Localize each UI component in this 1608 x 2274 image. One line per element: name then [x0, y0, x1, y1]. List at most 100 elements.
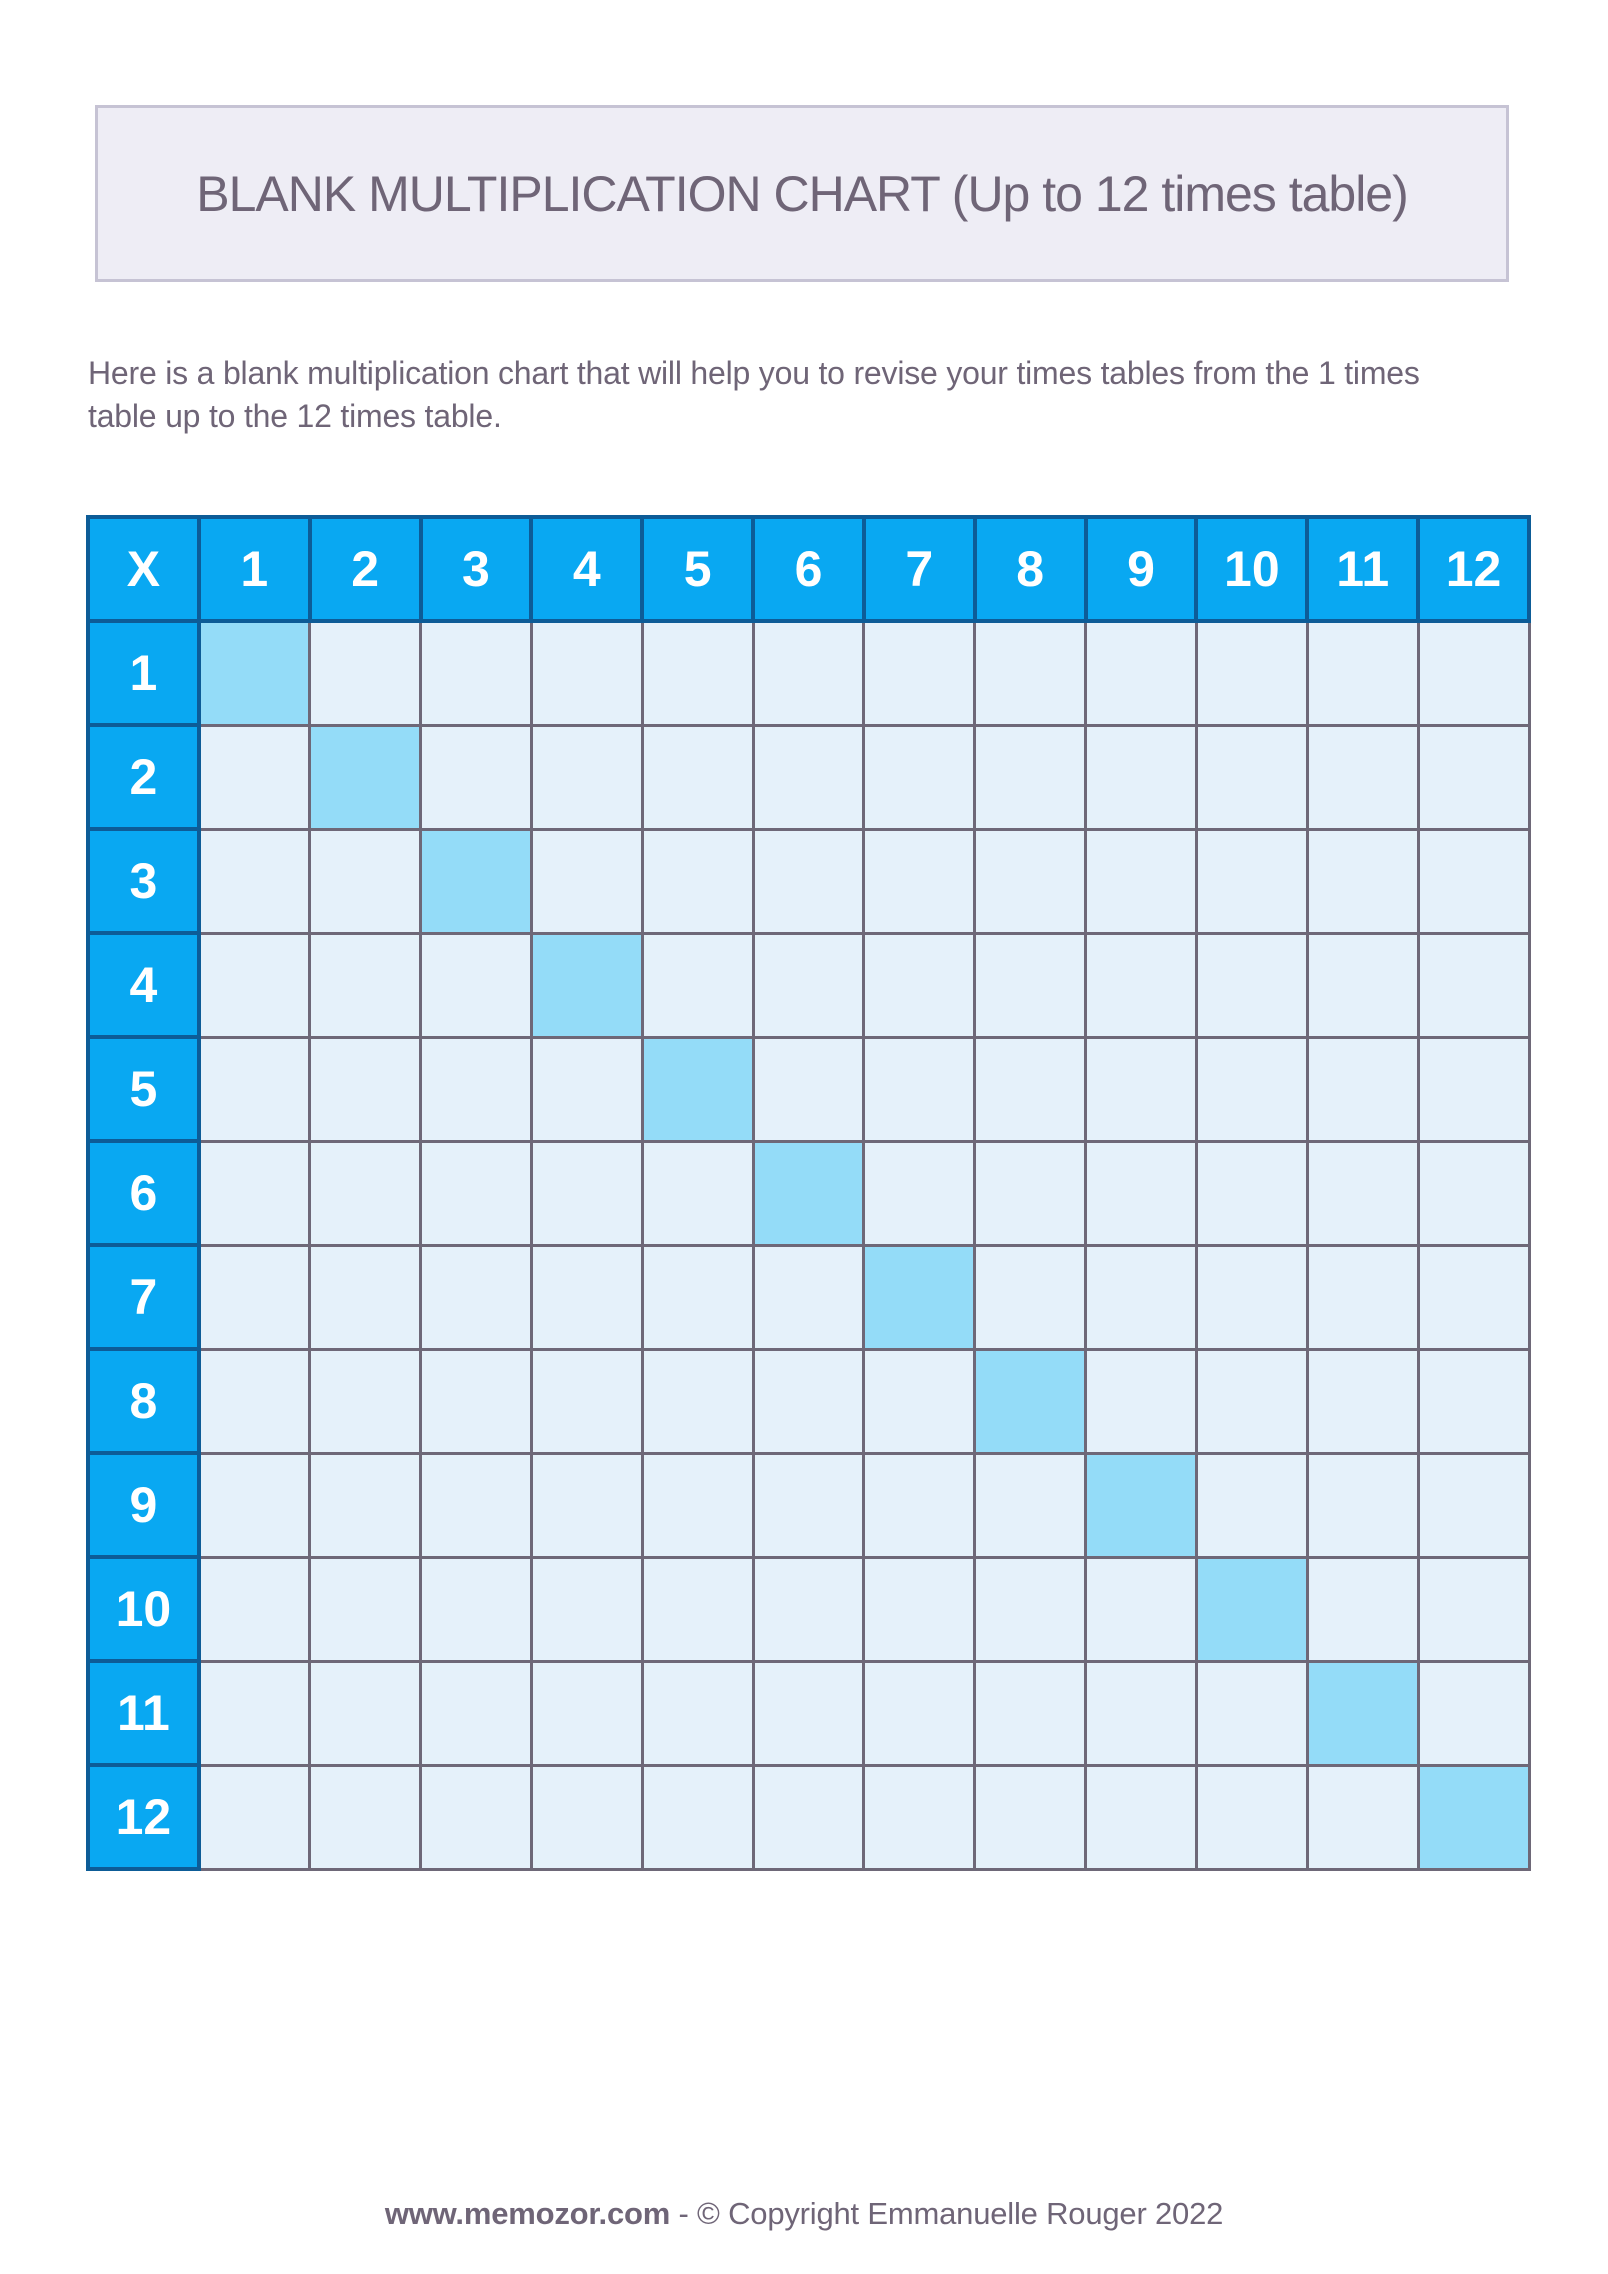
data-cell-r10-c3	[419, 1555, 533, 1663]
data-cell-r3-c2	[308, 827, 423, 935]
data-cell-r4-c8	[973, 931, 1088, 1039]
data-cell-r2-c12	[1416, 723, 1531, 831]
data-cell-r9-c10	[1194, 1451, 1309, 1559]
data-cell-r10-c4	[529, 1555, 644, 1663]
data-cell-r1-c11	[1305, 619, 1420, 727]
data-cell-r3-c9	[1084, 827, 1198, 935]
data-cell-r10-c9	[1084, 1555, 1198, 1663]
intro-line-1: Here is a blank multiplication chart tha…	[88, 355, 1420, 391]
data-cell-r11-c9	[1084, 1659, 1198, 1767]
data-cell-r4-c7	[862, 931, 977, 1039]
data-cell-r11-c12	[1416, 1659, 1531, 1767]
data-cell-r5-c2	[308, 1035, 423, 1143]
data-cell-r5-c1	[197, 1035, 312, 1143]
diagonal-cell-2	[308, 723, 423, 831]
row-header-cell-6: 6	[86, 1139, 201, 1247]
diagonal-cell-6	[751, 1139, 866, 1247]
data-cell-r12-c3	[419, 1763, 533, 1871]
data-cell-r6-c9	[1084, 1139, 1198, 1247]
data-cell-r2-c4	[529, 723, 644, 831]
data-cell-r7-c10	[1194, 1243, 1309, 1351]
data-cell-r8-c4	[529, 1347, 644, 1455]
data-cell-r9-c4	[529, 1451, 644, 1559]
data-cell-r2-c11	[1305, 723, 1420, 831]
table-row-6: 6	[86, 1139, 1531, 1247]
column-header-cell-7: 7	[861, 515, 977, 623]
data-cell-r3-c11	[1305, 827, 1420, 935]
row-header-cell-1: 1	[86, 619, 201, 727]
data-cell-r1-c4	[529, 619, 644, 727]
footer-site-link: www.memozor.com	[384, 2196, 671, 2231]
data-cell-r1-c6	[751, 619, 866, 727]
data-cell-r2-c1	[197, 723, 312, 831]
data-cell-r9-c7	[862, 1451, 977, 1559]
data-cell-r2-c5	[640, 723, 755, 831]
data-cell-r5-c9	[1084, 1035, 1198, 1143]
data-cell-r4-c11	[1305, 931, 1420, 1039]
data-cell-r2-c6	[751, 723, 866, 831]
data-cell-r8-c3	[419, 1347, 533, 1455]
table-row-5: 5	[86, 1035, 1531, 1143]
data-cell-r7-c1	[197, 1243, 312, 1351]
data-cell-r2-c10	[1194, 723, 1309, 831]
column-header-cell-6: 6	[751, 515, 866, 623]
row-header-cell-8: 8	[86, 1347, 201, 1455]
data-cell-r4-c3	[419, 931, 533, 1039]
data-cell-r4-c10	[1194, 931, 1309, 1039]
column-header-cell-10: 10	[1194, 515, 1310, 623]
data-cell-r4-c6	[751, 931, 866, 1039]
data-cell-r3-c12	[1416, 827, 1531, 935]
page-title: BLANK MULTIPLICATION CHART (Up to 12 tim…	[196, 165, 1409, 222]
data-cell-r4-c9	[1084, 931, 1198, 1039]
data-cell-r11-c10	[1194, 1659, 1309, 1767]
data-cell-r3-c6	[751, 827, 866, 935]
row-header-cell-12: 12	[86, 1763, 201, 1871]
diagonal-cell-10	[1194, 1555, 1309, 1663]
data-cell-r6-c7	[862, 1139, 977, 1247]
table-row-9: 9	[86, 1451, 1531, 1559]
data-cell-r1-c2	[308, 619, 423, 727]
data-cell-r12-c11	[1305, 1763, 1420, 1871]
column-header-cell-11: 11	[1305, 515, 1421, 623]
data-cell-r7-c8	[973, 1243, 1088, 1351]
table-row-1: 1	[86, 619, 1531, 727]
diagonal-cell-7	[862, 1243, 977, 1351]
data-cell-r12-c8	[973, 1763, 1088, 1871]
diagonal-cell-3	[419, 827, 533, 935]
footer-credit: www.memozor.com - © Copyright Emmanuelle…	[0, 2196, 1608, 2232]
data-cell-r6-c10	[1194, 1139, 1309, 1247]
column-header-cell-9: 9	[1083, 515, 1199, 623]
intro-line-2: table up to the 12 times table.	[88, 398, 502, 434]
data-cell-r1-c5	[640, 619, 755, 727]
data-cell-r1-c10	[1194, 619, 1309, 727]
data-cell-r12-c5	[640, 1763, 755, 1871]
data-cell-r2-c7	[862, 723, 977, 831]
data-cell-r6-c11	[1305, 1139, 1420, 1247]
data-cell-r8-c10	[1194, 1347, 1309, 1455]
data-cell-r4-c12	[1416, 931, 1531, 1039]
data-cell-r9-c8	[973, 1451, 1088, 1559]
data-cell-r8-c5	[640, 1347, 755, 1455]
row-header-cell-7: 7	[86, 1243, 201, 1351]
data-cell-r3-c5	[640, 827, 755, 935]
data-cell-r9-c3	[419, 1451, 533, 1559]
data-cell-r10-c7	[862, 1555, 977, 1663]
data-cell-r10-c2	[308, 1555, 423, 1663]
data-cell-r7-c4	[529, 1243, 644, 1351]
data-cell-r3-c8	[973, 827, 1088, 935]
data-cell-r6-c8	[973, 1139, 1088, 1247]
data-cell-r12-c1	[197, 1763, 312, 1871]
data-cell-r10-c11	[1305, 1555, 1420, 1663]
data-cell-r4-c5	[640, 931, 755, 1039]
data-cell-r1-c7	[862, 619, 977, 727]
row-header-cell-3: 3	[86, 827, 201, 935]
diagonal-cell-12	[1416, 1763, 1531, 1871]
data-cell-r9-c11	[1305, 1451, 1420, 1559]
column-header-cell-8: 8	[972, 515, 1088, 623]
table-row-7: 7	[86, 1243, 1531, 1351]
data-cell-r9-c5	[640, 1451, 755, 1559]
table-row-8: 8	[86, 1347, 1531, 1455]
data-cell-r5-c7	[862, 1035, 977, 1143]
data-cell-r9-c12	[1416, 1451, 1531, 1559]
footer-copyright: © Copyright Emmanuelle Rouger 2022	[697, 2196, 1224, 2231]
